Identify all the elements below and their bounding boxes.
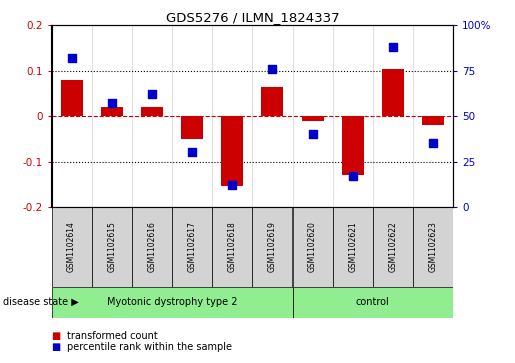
Bar <box>373 207 413 287</box>
Point <box>108 101 116 106</box>
Point <box>148 91 156 97</box>
Bar <box>302 116 323 121</box>
Text: Myotonic dystrophy type 2: Myotonic dystrophy type 2 <box>107 297 237 307</box>
Point <box>67 55 76 61</box>
Point <box>228 182 236 188</box>
Bar <box>382 69 404 116</box>
Bar <box>413 207 453 287</box>
Point <box>349 173 357 179</box>
Text: GSM1102622: GSM1102622 <box>388 221 398 272</box>
Text: GSM1102623: GSM1102623 <box>428 221 438 272</box>
Title: GDS5276 / ILMN_1824337: GDS5276 / ILMN_1824337 <box>165 11 339 24</box>
Bar <box>422 116 444 125</box>
Text: GSM1102617: GSM1102617 <box>187 221 197 272</box>
Bar <box>212 207 252 287</box>
Text: ■: ■ <box>52 342 61 352</box>
Bar <box>181 116 203 139</box>
Text: GSM1102620: GSM1102620 <box>308 221 317 272</box>
Bar <box>101 107 123 116</box>
Text: control: control <box>356 297 390 307</box>
Bar <box>52 207 92 287</box>
Text: ■: ■ <box>52 331 61 341</box>
Text: GSM1102614: GSM1102614 <box>67 221 76 272</box>
Bar <box>221 116 243 187</box>
Text: GSM1102619: GSM1102619 <box>268 221 277 272</box>
Bar <box>141 107 163 116</box>
Bar <box>342 116 364 175</box>
Bar <box>61 80 82 116</box>
Text: transformed count: transformed count <box>67 331 158 341</box>
Point <box>429 140 437 146</box>
Text: percentile rank within the sample: percentile rank within the sample <box>67 342 232 352</box>
Text: GSM1102615: GSM1102615 <box>107 221 116 272</box>
Bar <box>132 207 172 287</box>
Point <box>188 150 196 155</box>
Bar <box>293 207 333 287</box>
Bar <box>172 207 212 287</box>
Point <box>308 131 317 137</box>
Text: GSM1102616: GSM1102616 <box>147 221 157 272</box>
Text: GSM1102618: GSM1102618 <box>228 221 237 272</box>
Bar <box>92 207 132 287</box>
Text: disease state ▶: disease state ▶ <box>3 297 78 307</box>
Bar <box>262 87 283 116</box>
Bar <box>52 287 293 318</box>
Point <box>389 44 397 50</box>
Text: GSM1102621: GSM1102621 <box>348 221 357 272</box>
Bar <box>293 287 453 318</box>
Point <box>268 66 277 72</box>
Bar <box>252 207 293 287</box>
Bar <box>333 207 373 287</box>
